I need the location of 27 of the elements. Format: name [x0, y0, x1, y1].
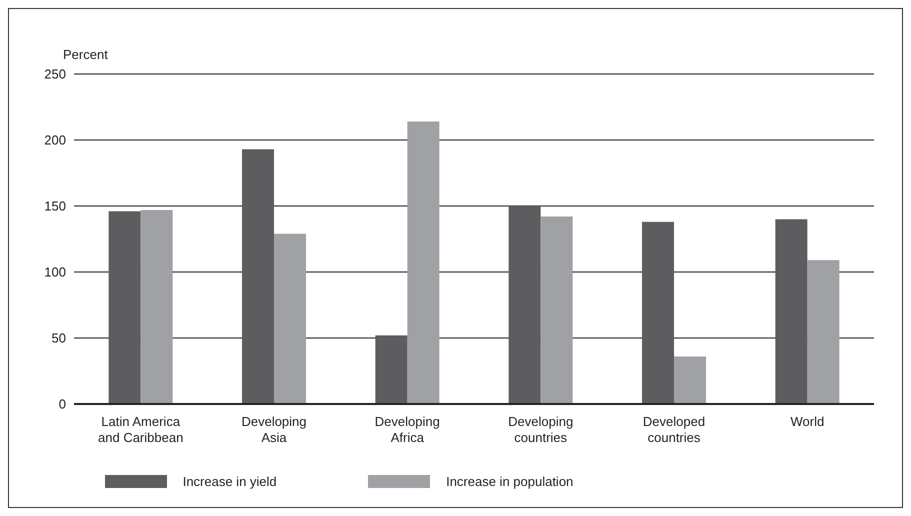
legend-label: Increase in yield — [182, 474, 277, 489]
x-tick-label: Developing Africa — [374, 414, 440, 445]
bar — [140, 210, 173, 404]
bar — [807, 260, 840, 404]
bar — [242, 149, 274, 404]
y-tick-label: 200 — [44, 132, 66, 148]
bar — [642, 222, 674, 404]
x-tick-label: Developing countries — [508, 414, 574, 445]
x-tick-label: Developed countries — [642, 414, 706, 445]
y-tick-label: 0 — [58, 396, 66, 412]
bar — [775, 219, 808, 404]
bar — [540, 216, 573, 404]
bar — [674, 356, 706, 404]
y-tick-label: 50 — [52, 330, 66, 346]
y-axis-title: Percent — [63, 47, 108, 62]
bar — [274, 234, 306, 404]
x-tick-label: Latin America and Caribbean — [98, 414, 184, 445]
x-tick-label: Developing Asia — [241, 414, 307, 445]
bar — [375, 335, 408, 404]
bar — [508, 206, 541, 404]
bar — [407, 122, 440, 404]
x-tick-label: World — [790, 414, 824, 429]
y-tick-label: 100 — [44, 264, 66, 280]
bar — [108, 211, 141, 404]
legend-label: Increase in population — [446, 474, 574, 489]
y-tick-label: 150 — [44, 198, 66, 214]
y-tick-label: 250 — [44, 66, 66, 82]
